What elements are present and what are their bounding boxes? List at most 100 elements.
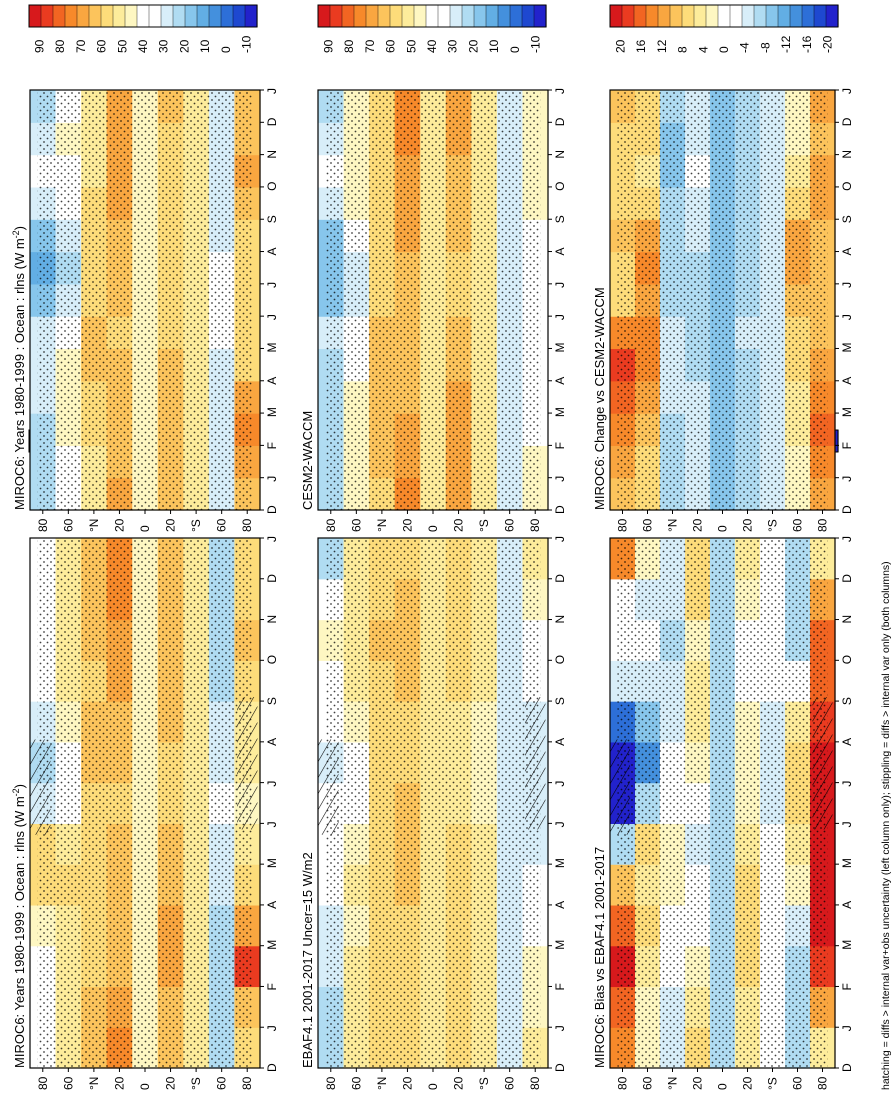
lat-tick-label: °S: [477, 519, 491, 532]
colorbar-swatch: [184, 4, 198, 28]
colorbar-swatch: [717, 4, 731, 28]
lat-tick-label: 20: [112, 1076, 126, 1090]
chart-panel-p2: 80 60 °N 20 0 20 °S 60 80 D J F M A M J J A S O N D J MIROC6: Y…: [11, 4, 279, 532]
colorbar-tick-label: -20: [821, 35, 835, 53]
lat-tick-label: 0: [138, 1083, 152, 1090]
colorbar-swatch: [449, 4, 463, 28]
colorbar-swatch: [100, 4, 114, 28]
colorbar-tick-label: 40: [425, 39, 439, 53]
colorbar-swatch: [633, 4, 647, 28]
lat-tick-label: 60: [791, 1076, 805, 1090]
hatch-overlay-north: [318, 739, 339, 835]
month-tick-label: F: [553, 442, 567, 449]
colorbar-swatch: [425, 4, 439, 28]
lat-tick-label: 80: [616, 518, 630, 532]
lat-tick-label: 0: [138, 525, 152, 532]
lat-tick-label: 60: [641, 518, 655, 532]
colorbar-swatch: [485, 4, 499, 28]
month-tick-label: M: [553, 407, 567, 417]
colorbar-tick-label: -8: [758, 42, 772, 53]
colorbar-swatch: [413, 4, 427, 28]
lat-tick-label: 20: [400, 1076, 414, 1090]
lat-tick-label: 80: [324, 1076, 338, 1090]
lat-tick-label: 20: [452, 1076, 466, 1090]
month-tick-label: D: [553, 117, 567, 126]
colorbar-swatch: [329, 4, 343, 28]
month-tick-label: S: [840, 215, 854, 223]
month-tick-label: D: [553, 1063, 567, 1072]
colorbar-swatch: [533, 4, 547, 28]
lat-tick-label: 60: [61, 1076, 75, 1090]
colorbar-swatch: [76, 4, 90, 28]
month-tick-label: N: [840, 150, 854, 159]
colorbar-swatch: [28, 4, 42, 28]
month-tick-label: J: [265, 88, 279, 94]
colorbar-swatch: [669, 4, 683, 28]
hatch-overlay-north: [610, 739, 630, 835]
panel-title: EBAF4.1 2001-2017 Uncer=15 W/m2: [300, 852, 315, 1068]
figure-footnote: hatching = diffs > internal var+obs unce…: [880, 561, 892, 1090]
colorbar-swatch: [753, 4, 767, 28]
lat-tick-label: °S: [189, 1077, 203, 1090]
colorbar-tick-label: 30: [446, 39, 460, 53]
colorbar-swatch: [681, 4, 695, 28]
colorbar-tick-label: -10: [529, 35, 543, 53]
month-tick-label: D: [840, 574, 854, 583]
month-tick-label: O: [840, 182, 854, 191]
lat-tick-label: 80: [324, 518, 338, 532]
month-tick-label: D: [553, 574, 567, 583]
lat-tick-label: 60: [349, 1076, 363, 1090]
colorbar-swatch: [244, 4, 258, 28]
month-tick-label: J: [553, 314, 567, 320]
colorbar-tick-label: 8: [676, 46, 690, 53]
stipple-overlay: [37, 90, 253, 510]
colorbar-swatch: [825, 4, 839, 28]
month-tick-label: S: [840, 697, 854, 705]
colorbar-swatch: [461, 4, 475, 28]
hatch-overlay-north: [30, 739, 51, 835]
colorbar-swatch: [509, 4, 523, 28]
month-tick-label: A: [553, 377, 567, 385]
lat-tick-label: 60: [61, 518, 75, 532]
month-tick-label: J: [553, 282, 567, 288]
month-tick-label: F: [553, 983, 567, 990]
month-tick-label: A: [553, 901, 567, 909]
colorbar-swatch: [401, 4, 415, 28]
lat-tick-label: 20: [164, 1076, 178, 1090]
colorbar-swatch: [40, 4, 54, 28]
month-tick-label: J: [840, 476, 854, 482]
month-tick-label: S: [265, 215, 279, 223]
month-tick-label: O: [553, 655, 567, 664]
month-tick-label: O: [840, 655, 854, 664]
lat-tick-label: °S: [189, 519, 203, 532]
month-tick-label: J: [553, 1025, 567, 1031]
lat-tick-label: 80: [528, 518, 542, 532]
colorbar-swatch: [657, 4, 671, 28]
lat-tick-label: 80: [816, 1076, 830, 1090]
month-tick-label: N: [840, 615, 854, 624]
month-tick-label: A: [553, 248, 567, 256]
month-tick-label: J: [840, 88, 854, 94]
colorbar-swatch: [813, 4, 827, 28]
month-tick-label: J: [265, 536, 279, 542]
colorbar-swatch: [765, 4, 779, 28]
colorbar-tick-label: 80: [342, 39, 356, 53]
lat-tick-label: 60: [215, 518, 229, 532]
colorbar-swatch: [208, 4, 222, 28]
month-tick-label: J: [265, 1025, 279, 1031]
colorbar-swatch: [377, 4, 391, 28]
month-tick-label: D: [265, 117, 279, 126]
colorbar-swatch: [148, 4, 162, 28]
colorbar-swatch: [160, 4, 174, 28]
colorbar-tick-label: 50: [115, 39, 129, 53]
month-tick-label: J: [840, 1025, 854, 1031]
colorbar-tick-label: 90: [32, 39, 46, 53]
month-tick-label: J: [840, 282, 854, 288]
lat-tick-label: 80: [528, 1076, 542, 1090]
month-tick-label: A: [265, 377, 279, 385]
colorbar-tick-label: 80: [53, 39, 67, 53]
month-tick-label: J: [840, 821, 854, 827]
colorbar-tick-label: 12: [655, 39, 669, 53]
month-tick-label: D: [840, 117, 854, 126]
